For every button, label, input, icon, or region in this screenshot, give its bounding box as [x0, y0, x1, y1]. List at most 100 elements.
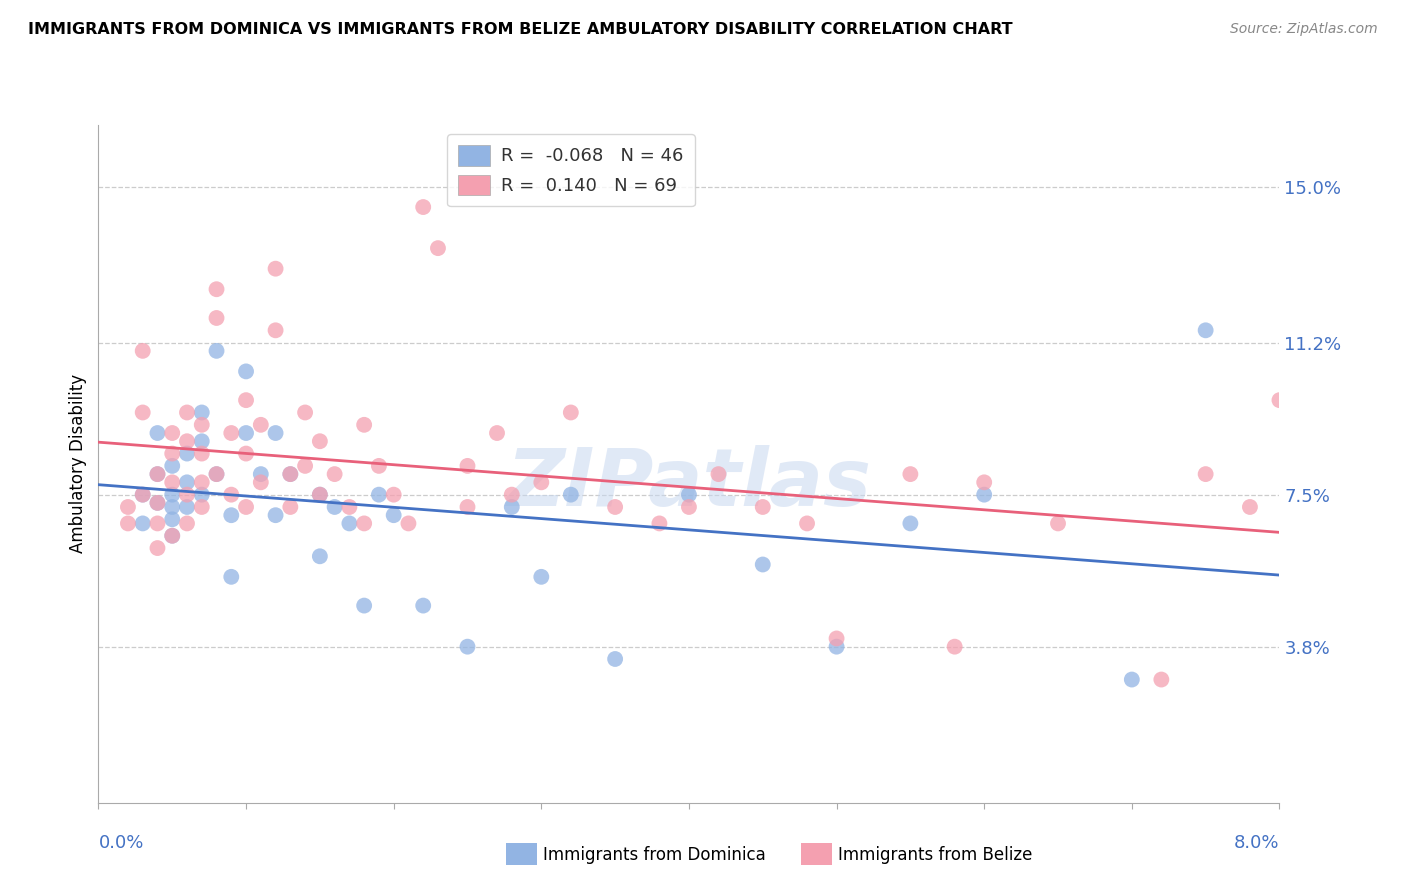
Point	[308, 488, 332, 502]
Legend: R =  -0.068   N = 46, R =  0.140   N = 69: R = -0.068 N = 46, R = 0.140 N = 69	[447, 134, 695, 206]
Point	[219, 488, 242, 502]
Point	[1046, 516, 1069, 531]
Point	[1239, 500, 1261, 514]
Point	[176, 488, 198, 502]
Text: Immigrants from Belize: Immigrants from Belize	[838, 846, 1032, 863]
Point	[117, 516, 139, 531]
Y-axis label: Ambulatory Disability: Ambulatory Disability	[69, 375, 87, 553]
Point	[219, 570, 242, 584]
Point	[426, 241, 449, 255]
Point	[162, 529, 183, 543]
Point	[456, 640, 478, 654]
Point	[132, 516, 155, 531]
Point	[278, 467, 302, 482]
Text: 0.0%: 0.0%	[98, 834, 143, 852]
Point	[219, 425, 242, 440]
Point	[191, 446, 214, 460]
Point	[264, 261, 287, 276]
Point	[605, 652, 627, 666]
Text: Source: ZipAtlas.com: Source: ZipAtlas.com	[1230, 22, 1378, 37]
Point	[191, 475, 214, 490]
Point	[412, 599, 434, 613]
Point	[796, 516, 818, 531]
Point	[678, 488, 700, 502]
Point	[191, 417, 214, 432]
Point	[146, 496, 169, 510]
Point	[235, 393, 257, 408]
Point	[530, 570, 553, 584]
Point	[235, 500, 257, 514]
Point	[1121, 673, 1143, 687]
Point	[162, 446, 183, 460]
Point	[235, 364, 257, 378]
Point	[162, 425, 183, 440]
Point	[176, 500, 198, 514]
Point	[264, 425, 287, 440]
Point	[132, 488, 155, 502]
Point	[146, 425, 169, 440]
Point	[264, 323, 287, 337]
Point	[308, 549, 332, 564]
Point	[560, 488, 582, 502]
Point	[353, 599, 375, 613]
Point	[900, 467, 922, 482]
Point	[235, 425, 257, 440]
Point	[162, 475, 183, 490]
Point	[205, 467, 228, 482]
Point	[191, 488, 214, 502]
Point	[412, 200, 434, 214]
Point	[176, 516, 198, 531]
Point	[501, 500, 523, 514]
Point	[250, 475, 273, 490]
Point	[751, 500, 773, 514]
Point	[205, 343, 228, 358]
Point	[605, 500, 627, 514]
Point	[278, 500, 302, 514]
Point	[382, 488, 405, 502]
Text: 8.0%: 8.0%	[1234, 834, 1279, 852]
Point	[825, 632, 848, 646]
Point	[146, 496, 169, 510]
Point	[117, 500, 139, 514]
Point	[176, 434, 198, 449]
Point	[1150, 673, 1173, 687]
Text: ZIPatlas: ZIPatlas	[506, 445, 872, 524]
Point	[205, 282, 228, 296]
Point	[146, 467, 169, 482]
Point	[191, 500, 214, 514]
Point	[162, 500, 183, 514]
Point	[485, 425, 508, 440]
Point	[678, 500, 700, 514]
Point	[382, 508, 405, 523]
Point	[337, 516, 360, 531]
Point	[353, 417, 375, 432]
Point	[323, 500, 346, 514]
Point	[132, 488, 155, 502]
Point	[162, 529, 183, 543]
Point	[176, 405, 198, 419]
Point	[943, 640, 966, 654]
Point	[973, 488, 995, 502]
Point	[1194, 467, 1216, 482]
Point	[191, 405, 214, 419]
Point	[323, 467, 346, 482]
Point	[973, 475, 995, 490]
Point	[648, 516, 671, 531]
Point	[146, 541, 169, 555]
Point	[751, 558, 773, 572]
Point	[235, 446, 257, 460]
Point	[367, 458, 389, 473]
Point	[146, 516, 169, 531]
Point	[825, 640, 848, 654]
Point	[205, 467, 228, 482]
Point	[176, 446, 198, 460]
Point	[353, 516, 375, 531]
Point	[219, 508, 242, 523]
Point	[176, 475, 198, 490]
Point	[132, 405, 155, 419]
Point	[162, 488, 183, 502]
Point	[308, 488, 332, 502]
Point	[367, 488, 389, 502]
Point	[250, 417, 273, 432]
Point	[294, 458, 316, 473]
